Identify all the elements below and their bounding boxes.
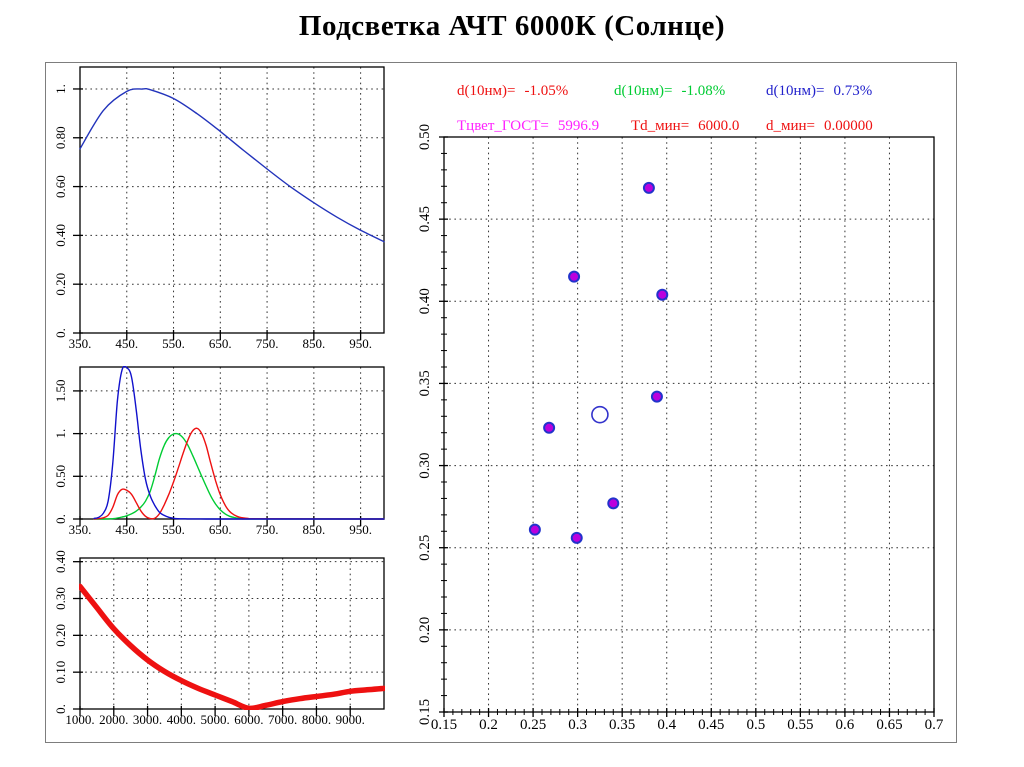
- chart-blackbody-spectrum: 350. 450. 550. 650. 750. 850. 950. 0. 0.20 0.40 0.…: [53, 66, 385, 351]
- stat-label: d_мин=: [766, 118, 816, 134]
- svg-text:0.30: 0.30: [53, 587, 68, 610]
- svg-text:350.: 350.: [69, 522, 92, 537]
- svg-text:450.: 450.: [115, 522, 138, 537]
- svg-text:0.25: 0.25: [417, 535, 433, 561]
- svg-text:0.: 0.: [53, 328, 68, 338]
- svg-text:850.: 850.: [302, 522, 325, 537]
- svg-text:650.: 650.: [209, 336, 232, 351]
- svg-text:0.35: 0.35: [417, 370, 433, 396]
- svg-text:0.40: 0.40: [53, 224, 68, 247]
- svg-text:0.5: 0.5: [746, 717, 765, 733]
- svg-text:1.50: 1.50: [53, 380, 68, 403]
- svg-text:650.: 650.: [209, 522, 232, 537]
- svg-text:3000.: 3000.: [133, 712, 162, 727]
- svg-text:6000.: 6000.: [234, 712, 263, 727]
- svg-text:0.35: 0.35: [609, 717, 635, 733]
- svg-text:0.15: 0.15: [431, 717, 457, 733]
- svg-text:0.20: 0.20: [53, 624, 68, 647]
- svg-text:0.2: 0.2: [479, 717, 498, 733]
- svg-text:0.20: 0.20: [417, 617, 433, 643]
- stat-label: d(10нм)=: [766, 83, 825, 99]
- stat-label: Тцвет_ГОСТ=: [457, 118, 549, 134]
- svg-text:0.30: 0.30: [417, 452, 433, 478]
- stat-value: 5996.9: [557, 118, 600, 134]
- svg-text:450.: 450.: [115, 336, 138, 351]
- svg-text:0.60: 0.60: [53, 175, 68, 198]
- svg-text:0.4: 0.4: [657, 717, 676, 733]
- svg-text:950.: 950.: [349, 522, 372, 537]
- svg-text:1.: 1.: [53, 429, 68, 439]
- stat-value: 6000.0: [698, 118, 740, 134]
- svg-text:0.40: 0.40: [417, 288, 433, 314]
- svg-text:850.: 850.: [302, 336, 325, 351]
- svg-text:7000.: 7000.: [268, 712, 297, 727]
- svg-text:0.15: 0.15: [417, 699, 433, 725]
- stat-label: Td_мин=: [631, 118, 690, 134]
- svg-text:0.80: 0.80: [53, 126, 68, 149]
- chart-color-matching-functions: 350. 450. 550. 650. 750. 850. 950. 0. 0.50 1. 1.50: [53, 366, 385, 537]
- svg-text:0.50: 0.50: [417, 124, 433, 150]
- svg-text:0.10: 0.10: [53, 661, 68, 684]
- stat-value: 0.00000: [824, 118, 873, 134]
- svg-text:0.55: 0.55: [787, 717, 813, 733]
- svg-text:550.: 550.: [162, 336, 185, 351]
- svg-text:950.: 950.: [349, 336, 372, 351]
- stat-value: -1.08%: [681, 83, 726, 99]
- svg-text:0.45: 0.45: [698, 717, 724, 733]
- stat-label: d(10нм)=: [614, 83, 673, 99]
- svg-text:750.: 750.: [256, 522, 279, 537]
- page-title: Подсветка АЧТ 6000К (Солнце): [298, 10, 726, 42]
- stat-td-min: Td_мин= 6000.0: [631, 118, 739, 135]
- svg-text:0.: 0.: [53, 704, 68, 714]
- svg-text:0.7: 0.7: [925, 717, 944, 733]
- stat-d-min: d_мин= 0.00000: [766, 118, 873, 135]
- svg-text:0.3: 0.3: [568, 717, 587, 733]
- slide-frame: [45, 62, 957, 743]
- stat-value: 0.73%: [833, 83, 873, 99]
- svg-text:2000.: 2000.: [99, 712, 128, 727]
- svg-text:350.: 350.: [69, 336, 92, 351]
- svg-text:9000.: 9000.: [336, 712, 365, 727]
- stat-tcvet-gost: Тцвет_ГОСТ= 5996.9: [457, 118, 599, 135]
- stat-d10nm-blue: d(10нм)= 0.73%: [766, 83, 872, 100]
- chart-dmin-vs-temperature: 1000. 2000. 3000. 4000. 5000. 6000. 7000. 8000.…: [53, 550, 385, 727]
- chart-chromaticity-scatter: 0.15 0.2 0.25 0.3 0.35 0.4 0.45 0.5 0.55 0.6 0.65 0…: [417, 124, 944, 733]
- stat-label: d(10нм)=: [457, 83, 516, 99]
- svg-text:4000.: 4000.: [167, 712, 196, 727]
- svg-text:0.25: 0.25: [520, 717, 546, 733]
- svg-text:0.65: 0.65: [876, 717, 902, 733]
- stat-value: -1.05%: [524, 83, 569, 99]
- svg-text:0.6: 0.6: [836, 717, 855, 733]
- stat-d10nm-green: d(10нм)= -1.08%: [614, 83, 725, 100]
- svg-text:1.: 1.: [53, 84, 68, 94]
- svg-text:0.20: 0.20: [53, 273, 68, 296]
- svg-text:0.40: 0.40: [53, 550, 68, 573]
- stat-d10nm-red: d(10нм)= -1.05%: [457, 83, 568, 100]
- svg-text:0.50: 0.50: [53, 465, 68, 488]
- svg-text:550.: 550.: [162, 522, 185, 537]
- svg-text:0.45: 0.45: [417, 206, 433, 232]
- svg-text:0.: 0.: [53, 514, 68, 524]
- svg-text:750.: 750.: [256, 336, 279, 351]
- svg-text:1000.: 1000.: [65, 712, 94, 727]
- svg-text:8000.: 8000.: [302, 712, 331, 727]
- svg-text:5000.: 5000.: [200, 712, 229, 727]
